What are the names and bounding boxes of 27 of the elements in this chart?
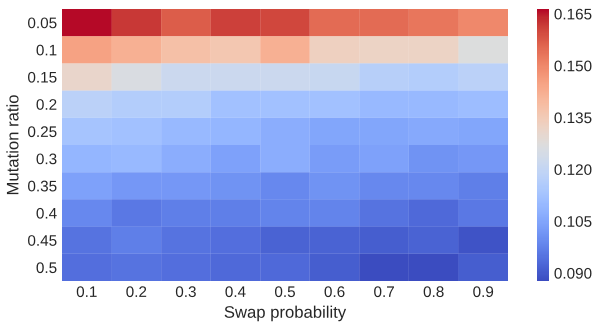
x-tick-label: 0.3 bbox=[176, 286, 196, 298]
x-axis-title: Swap probability bbox=[224, 306, 346, 322]
y-tick-label: 0.1 bbox=[36, 44, 56, 56]
y-tick-label: 0.45 bbox=[28, 235, 56, 246]
color-bar-label: 0.105 bbox=[554, 216, 592, 227]
x-tick-label: 0.1 bbox=[76, 286, 97, 298]
y-axis-title: Mutation ratio bbox=[6, 95, 19, 194]
y-tick-label: 0.25 bbox=[28, 126, 56, 138]
y-tick-label: 0.2 bbox=[36, 99, 56, 110]
y-tick-label: 0.5 bbox=[36, 262, 56, 274]
color-bar-label: 0.165 bbox=[554, 8, 592, 20]
y-tick-label: 0.35 bbox=[28, 180, 56, 192]
color-bar-label: 0.090 bbox=[554, 268, 592, 279]
y-tick-label: 0.05 bbox=[28, 17, 56, 28]
y-tick-label: 0.15 bbox=[28, 72, 56, 83]
y-tick-label: 0.3 bbox=[36, 153, 56, 164]
x-tick-label: 0.2 bbox=[126, 286, 146, 298]
x-tick-label: 0.5 bbox=[274, 286, 295, 298]
x-tick-label: 0.8 bbox=[424, 286, 444, 298]
color-bar-label: 0.120 bbox=[554, 164, 592, 176]
color-bar-label: 0.150 bbox=[554, 60, 592, 72]
color-bar-label: 0.135 bbox=[554, 112, 592, 124]
x-tick-label: 0.7 bbox=[374, 286, 394, 298]
x-tick-label: 0.9 bbox=[473, 286, 494, 298]
y-tick-label: 0.4 bbox=[36, 208, 57, 219]
x-tick-label: 0.6 bbox=[324, 286, 345, 298]
x-tick-label: 0.4 bbox=[225, 286, 246, 298]
